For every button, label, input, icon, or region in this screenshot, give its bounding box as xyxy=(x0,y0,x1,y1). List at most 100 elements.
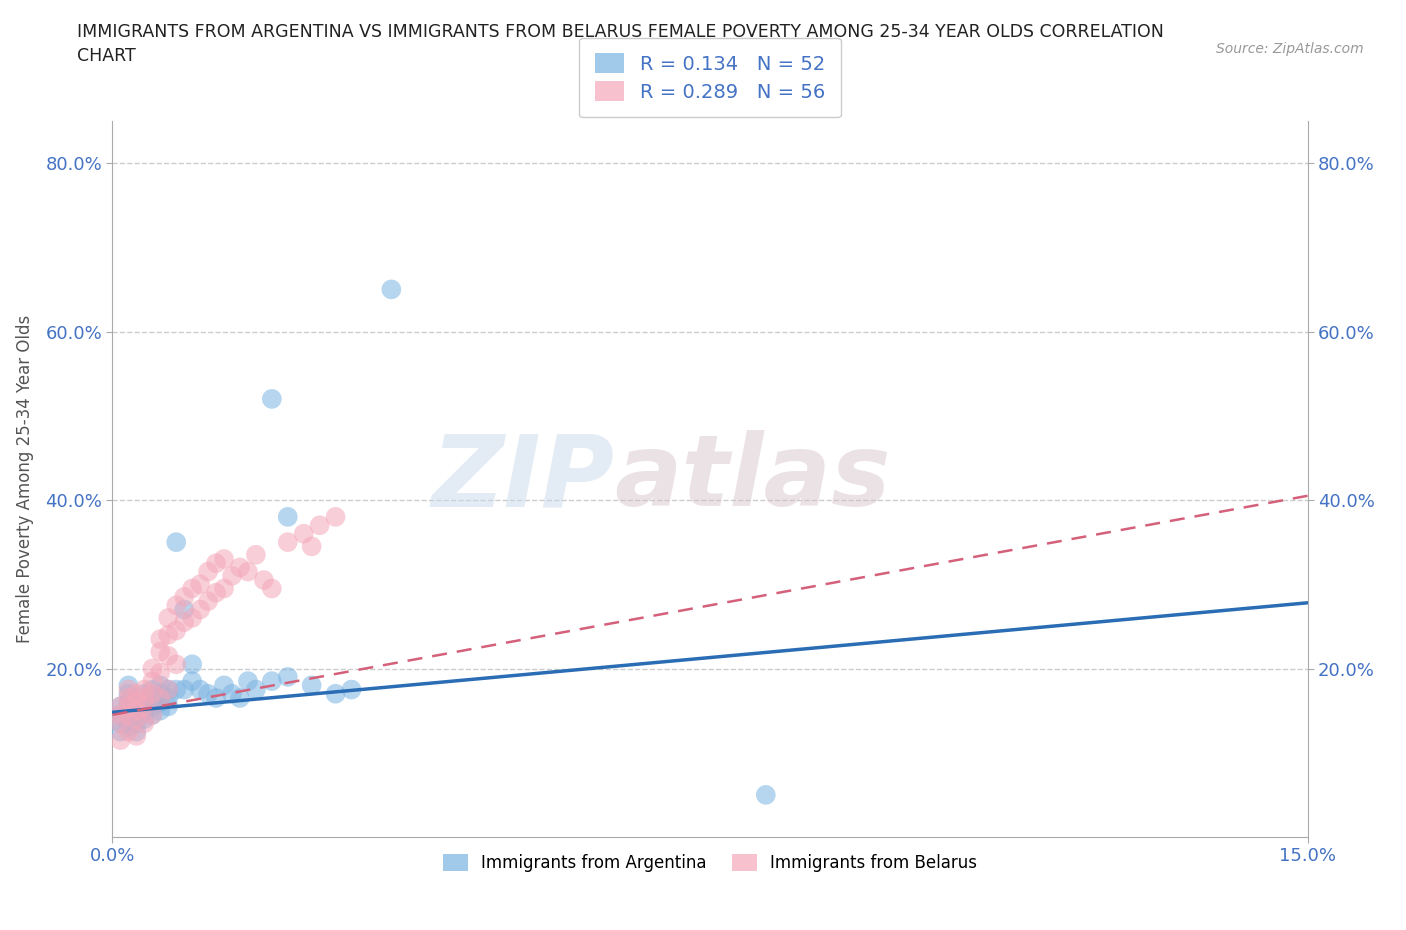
Point xyxy=(134,703,156,718)
Point xyxy=(134,691,156,706)
Point xyxy=(165,682,187,697)
Point xyxy=(212,678,235,693)
Point xyxy=(188,602,211,617)
Point xyxy=(157,691,180,706)
Y-axis label: Female Poverty Among 25-34 Year Olds: Female Poverty Among 25-34 Year Olds xyxy=(15,315,34,643)
Point xyxy=(325,510,347,525)
Point xyxy=(149,665,172,680)
Point xyxy=(173,602,195,617)
Point xyxy=(212,581,235,596)
Point xyxy=(755,788,778,803)
Point xyxy=(110,699,132,714)
Point xyxy=(205,556,228,571)
Point xyxy=(260,392,283,406)
Point xyxy=(149,703,172,718)
Point xyxy=(141,691,163,706)
Text: Source: ZipAtlas.com: Source: ZipAtlas.com xyxy=(1216,42,1364,56)
Point xyxy=(253,573,276,588)
Point xyxy=(134,699,156,714)
Point xyxy=(125,691,148,706)
Point xyxy=(125,711,148,726)
Point xyxy=(181,673,204,688)
Point xyxy=(125,708,148,723)
Point xyxy=(117,686,139,701)
Point xyxy=(221,686,243,701)
Point xyxy=(149,686,172,701)
Point xyxy=(110,708,132,723)
Point xyxy=(141,708,163,723)
Point xyxy=(149,644,172,659)
Point xyxy=(157,610,180,625)
Point xyxy=(380,282,402,297)
Point xyxy=(277,510,299,525)
Point xyxy=(125,699,148,714)
Point xyxy=(260,581,283,596)
Point xyxy=(173,590,195,604)
Point xyxy=(165,598,187,613)
Point xyxy=(141,673,163,688)
Point xyxy=(141,699,163,714)
Point xyxy=(157,628,180,643)
Point xyxy=(165,657,187,671)
Point xyxy=(197,565,219,579)
Point xyxy=(134,695,156,710)
Point xyxy=(125,716,148,731)
Point xyxy=(301,538,323,553)
Point xyxy=(110,699,132,714)
Point xyxy=(236,673,259,688)
Point xyxy=(117,703,139,718)
Point xyxy=(117,682,139,697)
Point xyxy=(236,565,259,579)
Point xyxy=(197,593,219,608)
Point xyxy=(181,581,204,596)
Point xyxy=(325,686,347,701)
Point xyxy=(340,682,363,697)
Point xyxy=(277,670,299,684)
Point xyxy=(110,708,132,723)
Point xyxy=(205,585,228,600)
Point xyxy=(117,691,139,706)
Point xyxy=(141,661,163,676)
Point xyxy=(173,682,195,697)
Point xyxy=(157,682,180,697)
Point xyxy=(301,678,323,693)
Point xyxy=(110,716,132,731)
Point xyxy=(188,682,211,697)
Text: IMMIGRANTS FROM ARGENTINA VS IMMIGRANTS FROM BELARUS FEMALE POVERTY AMONG 25-34 : IMMIGRANTS FROM ARGENTINA VS IMMIGRANTS … xyxy=(77,23,1164,65)
Point xyxy=(149,691,172,706)
Point xyxy=(212,551,235,566)
Point xyxy=(181,610,204,625)
Point xyxy=(117,699,139,714)
Point xyxy=(117,724,139,739)
Point xyxy=(165,535,187,550)
Point xyxy=(173,615,195,630)
Point xyxy=(221,568,243,583)
Point xyxy=(188,577,211,591)
Point xyxy=(117,678,139,693)
Point xyxy=(134,711,156,726)
Point xyxy=(125,703,148,718)
Point xyxy=(229,691,252,706)
Point xyxy=(141,708,163,723)
Point xyxy=(260,673,283,688)
Point xyxy=(110,724,132,739)
Point xyxy=(125,695,148,710)
Point xyxy=(110,716,132,731)
Point xyxy=(157,699,180,714)
Point xyxy=(149,678,172,693)
Point xyxy=(245,682,267,697)
Point xyxy=(157,682,180,697)
Point xyxy=(181,657,204,671)
Point xyxy=(125,728,148,743)
Point xyxy=(141,682,163,697)
Point xyxy=(245,548,267,563)
Point xyxy=(277,535,299,550)
Point xyxy=(165,623,187,638)
Point xyxy=(125,686,148,701)
Legend: Immigrants from Argentina, Immigrants from Belarus: Immigrants from Argentina, Immigrants fr… xyxy=(436,847,984,879)
Point xyxy=(117,708,139,723)
Text: ZIP: ZIP xyxy=(432,431,614,527)
Point xyxy=(134,682,156,697)
Point xyxy=(229,560,252,575)
Point xyxy=(157,648,180,663)
